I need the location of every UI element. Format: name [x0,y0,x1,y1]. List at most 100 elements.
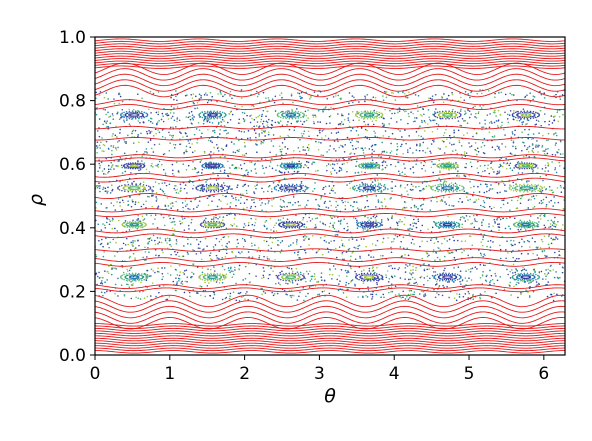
chaos-point [477,148,479,150]
chaos-point [305,115,307,117]
chaos-point [514,244,516,246]
chaos-point [389,110,391,112]
chaos-point [303,300,305,302]
chaos-point [271,292,273,294]
chaos-point [185,95,187,97]
chaos-point [461,125,463,127]
chaos-point [405,271,407,273]
chaos-point [110,168,112,170]
chaos-point [475,142,477,144]
chaos-point [180,132,182,134]
chaos-point [344,119,346,121]
chaos-point [106,192,108,194]
chaos-point [200,252,202,254]
chaos-point [386,165,388,167]
chaos-point [345,205,347,207]
chaos-point [469,117,471,119]
chaos-point [366,196,368,198]
chaos-point [235,205,237,207]
chaos-point [436,281,438,283]
chaos-point [213,152,215,154]
chaos-point [337,131,339,133]
chaos-point [400,186,402,188]
chaos-point [310,220,312,222]
chaos-point [429,209,431,211]
chaos-point [503,162,505,164]
chaos-point [204,94,206,96]
island-point [207,273,209,275]
chaos-point [422,291,424,293]
chaos-point [268,119,270,121]
chaos-point [336,132,338,134]
chaos-point [253,106,255,108]
chaos-point [483,236,485,238]
chaos-point [358,134,360,136]
chaos-point [433,141,435,143]
chaos-point [519,120,521,122]
chaos-point [109,115,111,117]
chaos-point [248,251,250,253]
chaos-point [303,226,305,228]
chaos-point [332,190,334,192]
island-point [212,186,214,188]
chaos-point [233,151,235,153]
chaos-point [363,238,365,240]
chaos-point [137,136,139,138]
chaos-point [253,199,255,201]
island-point [527,227,529,229]
chaos-point [267,122,269,124]
chaos-point [169,244,171,246]
chaos-point [177,252,179,254]
chaos-point [300,120,302,122]
chaos-point [505,228,507,230]
chaos-point [268,99,270,101]
island-point [377,226,379,228]
chaos-point [342,245,344,247]
chaos-point [462,286,464,288]
chaos-point [291,295,293,297]
chaos-point [467,93,469,95]
chaos-point [108,116,110,118]
chaos-point [108,273,110,275]
chaos-point [478,227,480,229]
chaos-point [115,147,117,149]
chaos-point [99,94,101,96]
chaos-point [204,296,206,298]
chaos-point [465,293,467,295]
chaos-point [387,270,389,272]
chaos-point [451,205,453,207]
chaos-point [214,294,216,296]
chaos-point [548,124,550,126]
chaos-point [334,140,336,142]
chaos-point [291,95,293,97]
chaos-point [391,92,393,94]
chaos-point [131,199,133,201]
chaos-point [241,89,243,91]
chaos-point [99,165,101,167]
chaos-point [328,242,330,244]
chaos-point [343,228,345,230]
chaos-point [147,247,149,249]
chaos-point [162,136,164,138]
chaos-point [122,101,124,103]
chaos-point [279,272,281,274]
chaos-point [552,154,554,156]
chaos-point [135,247,137,249]
chaos-point [417,110,419,112]
chaos-point [244,119,246,121]
chaos-point [375,245,377,247]
chaos-point [462,201,464,203]
chaos-point [344,151,346,153]
chaos-point [173,188,175,190]
chaos-point [377,174,379,176]
chaos-point [420,162,422,164]
chaos-point [477,172,479,174]
chaos-point [146,270,148,272]
chaos-point [230,91,232,93]
island-point [371,222,373,224]
chaos-point [287,148,289,150]
chaos-point [348,263,350,265]
chaos-point [197,205,199,207]
island-point [524,221,526,223]
chaos-point [220,121,222,123]
